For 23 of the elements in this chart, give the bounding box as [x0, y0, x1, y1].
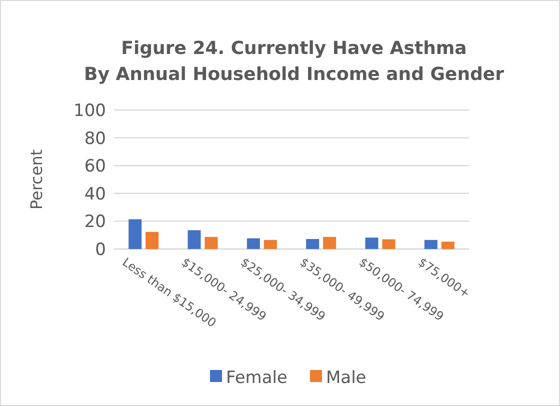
bar — [146, 232, 159, 249]
bar — [365, 238, 378, 249]
bar — [264, 240, 277, 249]
y-tick-label: 100 — [74, 100, 106, 121]
y-axis-title: Percent — [27, 149, 46, 210]
chart-subtitle: By Annual Household Income and Gender — [84, 64, 504, 85]
legend-label: Male — [326, 368, 366, 388]
bar — [204, 236, 218, 249]
bar — [382, 239, 396, 249]
bar — [246, 238, 260, 249]
bar — [441, 242, 454, 249]
y-tick-label: 0 — [95, 240, 106, 260]
y-tick-label: 20 — [84, 212, 106, 232]
bar — [323, 236, 336, 249]
bar — [128, 219, 142, 249]
bar — [188, 230, 201, 249]
bar — [424, 240, 438, 249]
bar — [306, 238, 320, 249]
y-tick-label: 40 — [84, 184, 106, 204]
chart-title: Figure 24. Currently Have Asthma — [121, 38, 467, 59]
y-tick-label: 80 — [84, 128, 106, 149]
y-tick-label: 60 — [84, 156, 106, 177]
legend-label: Female — [226, 368, 288, 388]
